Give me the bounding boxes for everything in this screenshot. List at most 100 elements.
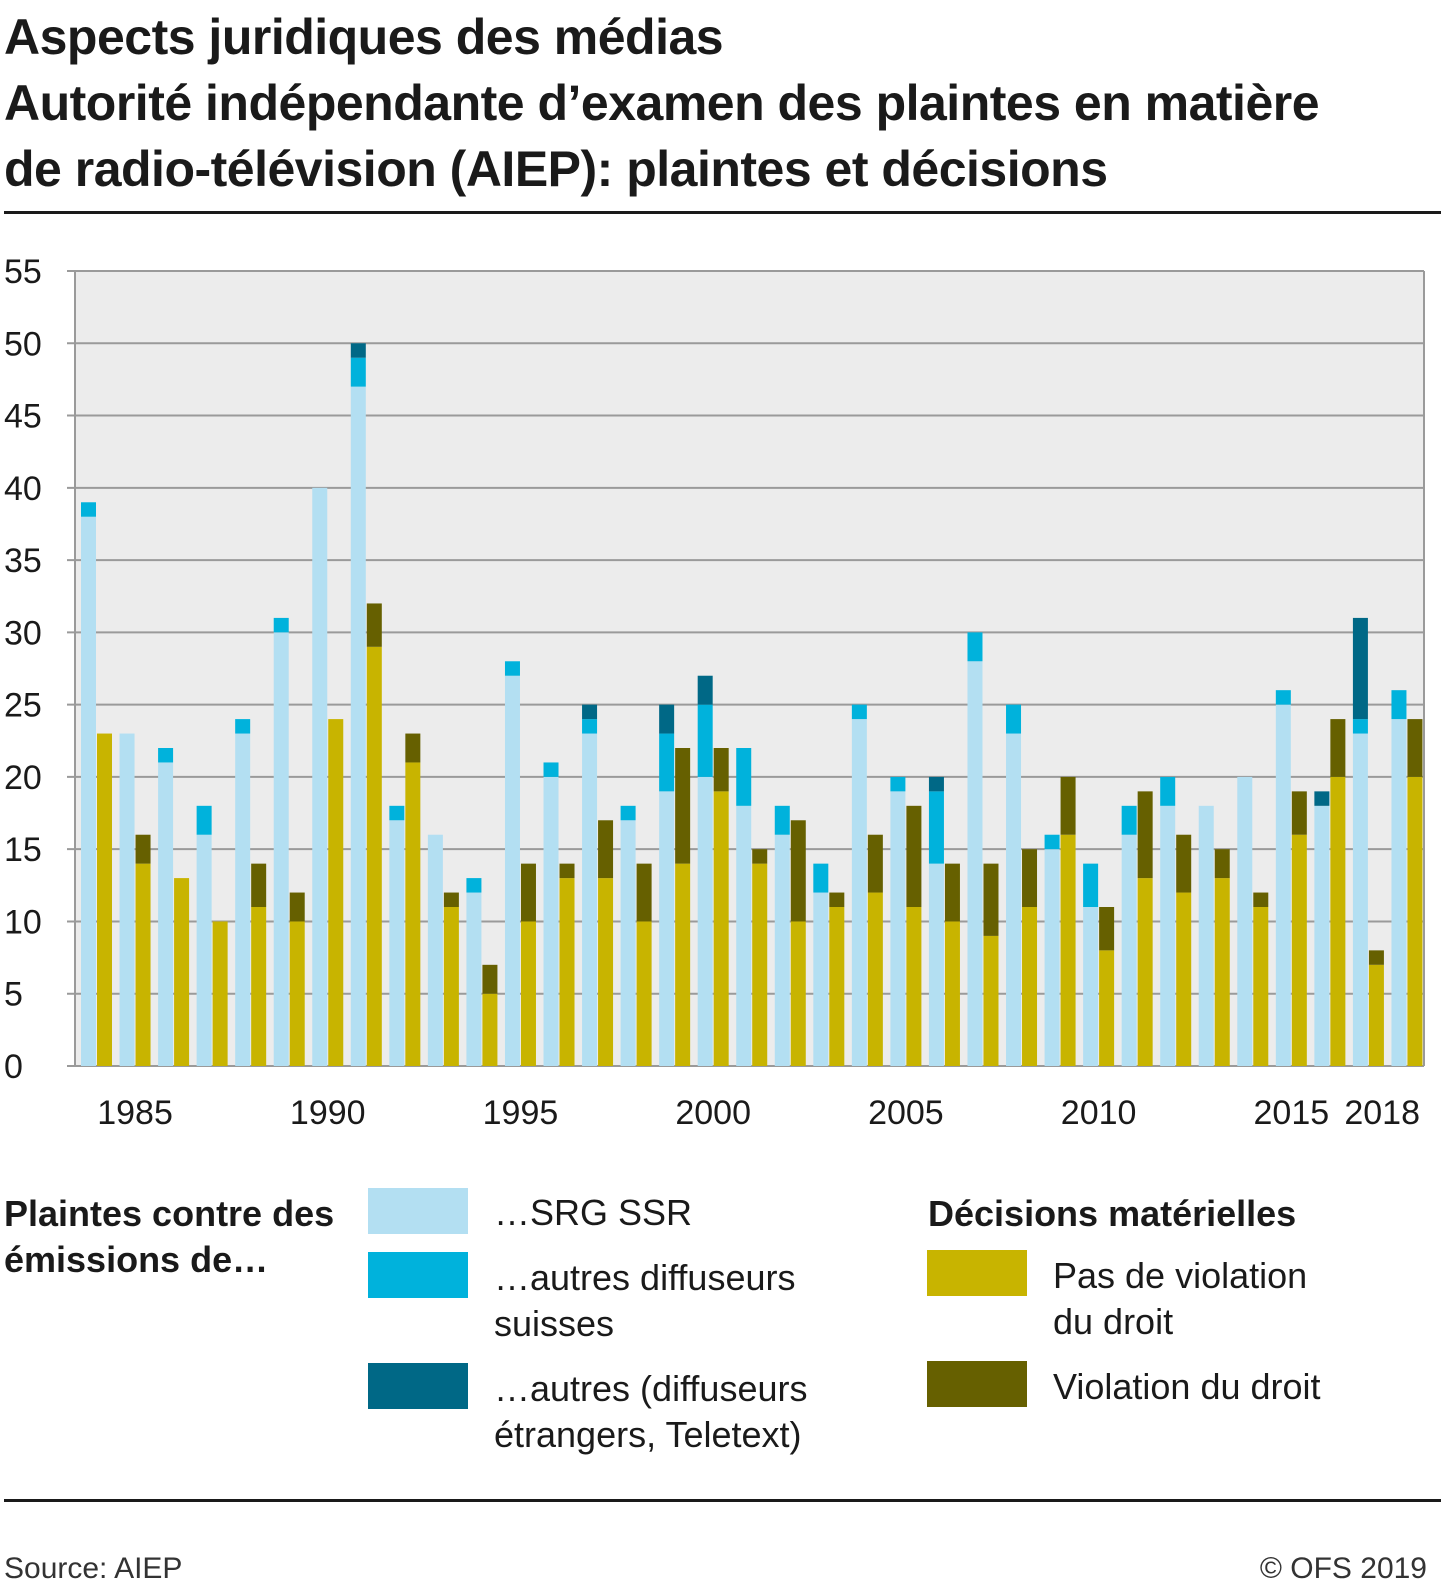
bar-1986-complaints-0 bbox=[158, 762, 174, 1066]
bar-2003-decisions-1 bbox=[829, 892, 845, 907]
bar-1986-decisions-0 bbox=[174, 878, 190, 1066]
title-line-3: de radio-télévision (AIEP): plaintes et … bbox=[4, 141, 1108, 197]
bar-2004-decisions-1 bbox=[867, 834, 883, 893]
bar-1995-complaints-1 bbox=[504, 661, 520, 676]
bar-1999-complaints-1 bbox=[659, 733, 675, 792]
bar-1988-decisions-1 bbox=[251, 863, 267, 907]
bar-1996-complaints-0 bbox=[543, 776, 559, 1066]
bar-2011-complaints-1 bbox=[1121, 805, 1137, 835]
bar-1984-complaints-0 bbox=[81, 516, 96, 1066]
bar-2010-complaints-1 bbox=[1083, 863, 1099, 907]
bar-1991-decisions-1 bbox=[366, 603, 382, 647]
bar-1994-decisions-0 bbox=[482, 993, 498, 1066]
bar-2011-decisions-1 bbox=[1137, 791, 1153, 879]
bar-2009-complaints-1 bbox=[1044, 834, 1060, 850]
bar-1988-decisions-0 bbox=[251, 907, 267, 1066]
title-line-2: Autorité indépendante d’examen des plain… bbox=[4, 75, 1320, 131]
bar-2015-decisions-1 bbox=[1291, 791, 1307, 835]
bar-1997-decisions-0 bbox=[598, 878, 614, 1066]
bar-1991-complaints-2 bbox=[350, 343, 366, 358]
legend-swatch-other-swiss bbox=[368, 1252, 468, 1298]
copyright-note: © OFS 2019 bbox=[1259, 1552, 1427, 1585]
bar-chart: 0 5 10 15 20 25 30 35 40 45 50 55 1985 1990 1995 2000 20… bbox=[4, 253, 1425, 1132]
bar-1987-complaints-1 bbox=[196, 805, 212, 835]
bar-2001-complaints-0 bbox=[736, 805, 752, 1066]
bar-2001-decisions-1 bbox=[752, 849, 768, 864]
legend-swatch-srg-ssr bbox=[368, 1188, 468, 1234]
bar-2017-decisions-0 bbox=[1368, 964, 1384, 1066]
bar-2000-complaints-1 bbox=[697, 704, 713, 777]
legend-label-other-foreign: …autres (diffuseurs étrangers, Teletext) bbox=[494, 1368, 808, 1455]
bar-2008-decisions-0 bbox=[1022, 907, 1038, 1066]
y-tick-label: 0 bbox=[4, 1048, 23, 1086]
legend-group-decisions-title: Décisions matérielles bbox=[928, 1193, 1297, 1234]
bar-2014-decisions-1 bbox=[1253, 892, 1269, 907]
bar-2010-decisions-0 bbox=[1099, 950, 1115, 1066]
bar-2014-complaints-0 bbox=[1237, 776, 1253, 1066]
bar-1994-complaints-1 bbox=[466, 878, 482, 893]
legend-group-complaints-title: Plaintes contre des émissions de… bbox=[4, 1193, 335, 1280]
bar-1996-decisions-1 bbox=[559, 863, 575, 879]
x-tick-label: 2005 bbox=[868, 1094, 944, 1132]
bar-1988-complaints-1 bbox=[235, 719, 251, 734]
bar-2008-complaints-0 bbox=[1006, 733, 1022, 1066]
title-line-1: Aspects juridiques des médias bbox=[4, 9, 724, 65]
bar-2004-decisions-0 bbox=[867, 892, 883, 1066]
bar-2011-decisions-0 bbox=[1137, 878, 1153, 1066]
bar-1994-complaints-0 bbox=[466, 892, 482, 1066]
bar-1997-complaints-2 bbox=[582, 704, 598, 720]
bar-1989-decisions-1 bbox=[289, 892, 305, 922]
chart-title: Aspects juridiques des médias Autorité i… bbox=[4, 4, 1320, 202]
bar-2016-decisions-1 bbox=[1330, 719, 1346, 777]
bar-2008-decisions-1 bbox=[1022, 849, 1038, 907]
bar-1990-complaints-0 bbox=[312, 487, 328, 1066]
bar-2007-decisions-0 bbox=[983, 935, 999, 1066]
bar-2010-complaints-0 bbox=[1083, 907, 1099, 1066]
bar-1986-complaints-1 bbox=[158, 748, 174, 763]
bar-1999-decisions-0 bbox=[675, 863, 691, 1066]
bar-2007-complaints-1 bbox=[967, 632, 983, 662]
legend-label-violation: Violation du droit bbox=[1053, 1366, 1321, 1407]
bar-2002-complaints-0 bbox=[774, 834, 790, 1066]
bar-1985-complaints-0 bbox=[119, 733, 135, 1066]
bar-2012-decisions-0 bbox=[1176, 892, 1192, 1066]
bar-2004-complaints-0 bbox=[851, 719, 867, 1066]
y-tick-label: 20 bbox=[4, 759, 42, 797]
x-tick-label: 2010 bbox=[1061, 1094, 1137, 1132]
bar-2017-decisions-1 bbox=[1368, 950, 1384, 965]
title-divider bbox=[4, 211, 1441, 214]
bar-1991-complaints-1 bbox=[350, 357, 366, 387]
legend-label-srg-ssr: …SRG SSR bbox=[494, 1192, 693, 1233]
bar-2007-decisions-1 bbox=[983, 863, 999, 936]
x-tick-label: 2018 bbox=[1344, 1094, 1420, 1132]
y-tick-label: 10 bbox=[4, 903, 42, 941]
bar-2000-complaints-2 bbox=[697, 675, 713, 705]
bar-1988-complaints-0 bbox=[235, 733, 251, 1066]
bar-1998-decisions-1 bbox=[636, 863, 652, 922]
y-tick-label: 25 bbox=[4, 687, 42, 725]
bar-2002-decisions-1 bbox=[790, 820, 806, 922]
bar-1989-complaints-0 bbox=[273, 632, 289, 1066]
bar-2012-complaints-0 bbox=[1160, 805, 1176, 1066]
bar-1997-complaints-0 bbox=[582, 733, 598, 1066]
bar-2007-complaints-0 bbox=[967, 661, 983, 1066]
bar-1991-decisions-0 bbox=[366, 646, 382, 1066]
bar-2000-decisions-0 bbox=[713, 791, 729, 1066]
bar-2013-complaints-0 bbox=[1198, 805, 1214, 1066]
bar-2015-decisions-0 bbox=[1291, 834, 1307, 1066]
bar-2000-decisions-1 bbox=[713, 748, 729, 792]
bar-2009-decisions-1 bbox=[1060, 776, 1076, 835]
bar-2001-decisions-0 bbox=[752, 863, 768, 1066]
bar-1984-decisions-0 bbox=[97, 733, 112, 1066]
bar-1984-complaints-1 bbox=[81, 502, 96, 517]
bar-2006-decisions-0 bbox=[944, 921, 960, 1066]
bar-1994-decisions-1 bbox=[482, 964, 498, 994]
bar-1996-decisions-0 bbox=[559, 878, 575, 1066]
bar-2003-decisions-0 bbox=[829, 907, 845, 1066]
bar-2002-complaints-1 bbox=[774, 805, 790, 835]
bar-2003-complaints-0 bbox=[813, 892, 829, 1066]
bar-2002-decisions-0 bbox=[790, 921, 806, 1066]
legend-label-other-swiss: …autres diffuseurs suisses bbox=[494, 1257, 796, 1344]
bar-2005-complaints-0 bbox=[890, 791, 906, 1066]
bar-2016-complaints-2 bbox=[1314, 791, 1330, 806]
